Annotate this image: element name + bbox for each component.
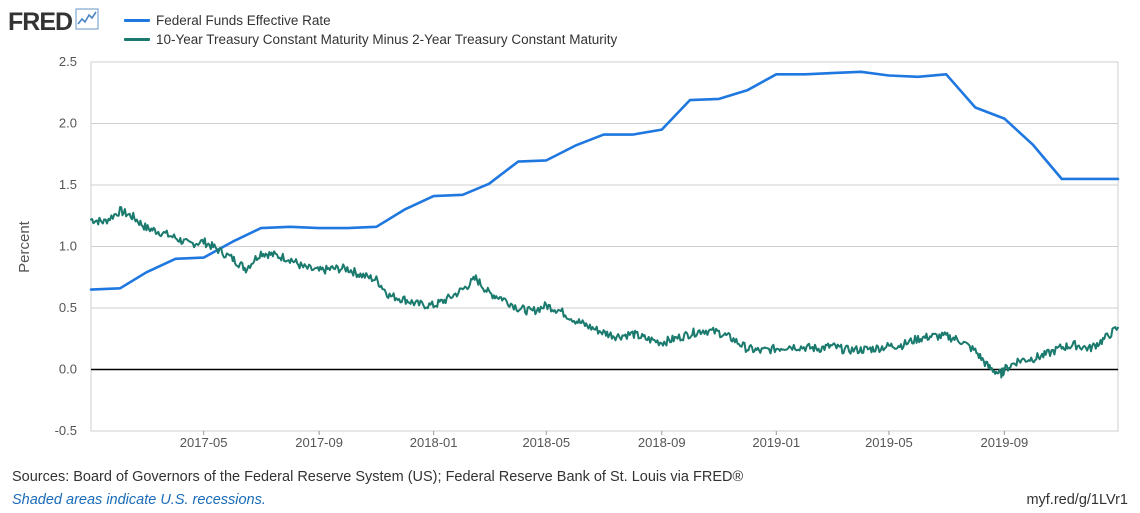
y-tick-label: 0.0 (59, 362, 77, 377)
short-link[interactable]: myf.red/g/1LVr1 (1026, 492, 1128, 508)
x-tick-label: 2019-05 (865, 435, 913, 450)
x-tick-label: 2019-09 (981, 435, 1029, 450)
chart-legend: Federal Funds Effective Rate 10-Year Tre… (124, 11, 617, 49)
y-tick-label: 1.5 (59, 177, 77, 192)
x-tick-label: 2018-01 (410, 435, 458, 450)
x-tick-label: 2019-01 (752, 435, 800, 450)
legend-swatch-fedfunds (124, 19, 150, 22)
fred-logo[interactable]: FRED (8, 8, 99, 35)
y-tick-label: 2.5 (59, 54, 77, 69)
chart-trend-icon (75, 8, 99, 35)
y-tick-label: 0.5 (59, 300, 77, 315)
legend-item-fedfunds[interactable]: Federal Funds Effective Rate (124, 11, 617, 30)
y-tick-label: -0.5 (55, 423, 77, 438)
series-line-fedfunds[interactable] (89, 70, 1120, 291)
x-tick-label: 2017-05 (180, 435, 228, 450)
legend-swatch-spread (124, 38, 150, 41)
recession-note: Shaded areas indicate U.S. recessions. (12, 492, 266, 508)
y-tick-label: 2.0 (59, 116, 77, 131)
fred-logo-text: FRED (8, 7, 73, 36)
series-line-spread[interactable] (90, 206, 1119, 379)
chart-area[interactable]: Percent 2.5 2.0 1.5 1.0 0.5 0.0 -0.5 2017-05 201… (0, 0, 1140, 465)
y-axis-label: Percent (16, 220, 33, 273)
legend-item-spread[interactable]: 10-Year Treasury Constant Maturity Minus… (124, 30, 617, 49)
legend-label-fedfunds: Federal Funds Effective Rate (156, 13, 331, 28)
footer-sources: Sources: Board of Governors of the Feder… (12, 469, 744, 485)
x-tick-label: 2018-09 (638, 435, 686, 450)
x-tick-label: 2018-05 (522, 435, 570, 450)
y-tick-label: 1.0 (59, 239, 77, 254)
x-tick-label: 2017-09 (295, 435, 343, 450)
legend-label-spread: 10-Year Treasury Constant Maturity Minus… (156, 32, 618, 47)
